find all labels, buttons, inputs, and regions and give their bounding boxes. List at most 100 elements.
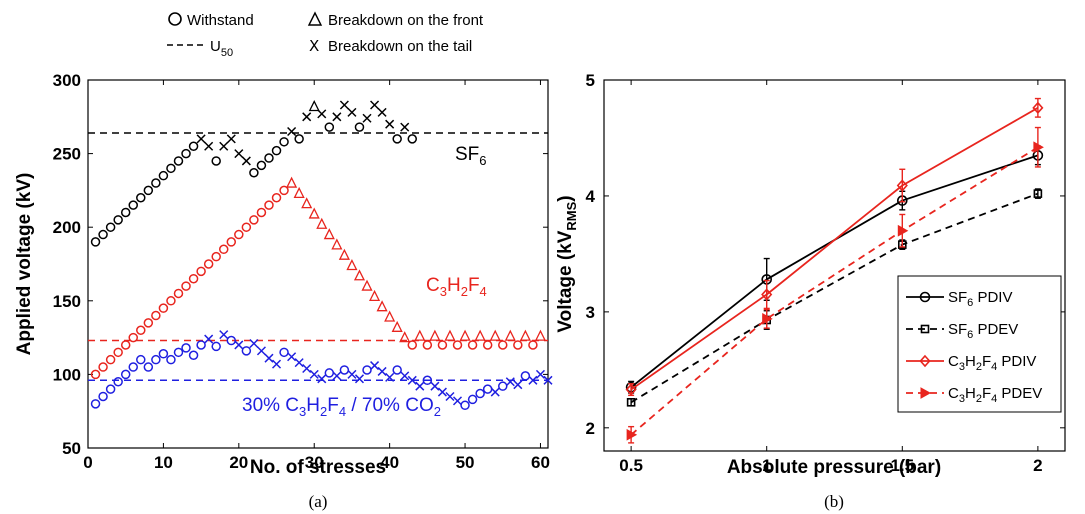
tail-breakdown-point [452,396,463,406]
withstand-point [482,384,493,394]
y-tick-label-a: 50 [62,439,81,458]
panel-a: Withstand Breakdown on the front U50 X B… [14,11,553,511]
x-tick-label-b: 0.5 [619,456,643,475]
withstand-point [128,362,138,372]
x-tick-label-a: 40 [380,453,399,472]
withstand-point [136,193,146,203]
front-breakdown-point [323,228,335,240]
withstand-point [392,134,402,144]
withstand-point [188,350,199,361]
tail-breakdown-point [317,109,327,119]
withstand-point [234,229,244,240]
tail-breakdown-point [271,359,282,369]
front-breakdown-point [338,248,350,260]
tail-breakdown-point [347,107,357,117]
withstand-point [294,134,304,144]
withstand-point [271,193,282,203]
tail-breakdown-point [370,361,380,371]
x-tick-label-a: 30 [305,453,324,472]
tail-breakdown-point [234,340,244,350]
withstand-point [98,391,108,402]
withstand-point [113,215,123,225]
tail-breakdown-point [377,107,387,117]
tail-breakdown-point [505,377,515,387]
tail-breakdown-point [370,100,380,110]
withstand-point [264,153,274,163]
withstand-point [407,134,418,144]
data-point [626,428,638,441]
withstand-point [105,384,116,394]
tail-breakdown-point [234,149,244,159]
legend-marker-2 [919,354,931,368]
panel-b: 0.5 1 1.5 2 2 3 4 5 Absolute pressure (bar) Vol… [555,71,1066,511]
y-tick-label-a: 150 [53,292,81,311]
withstand-point [136,354,146,365]
data-point [1033,141,1044,154]
data-point [626,398,636,407]
label-sf6: SF6 [455,144,487,168]
data-point [896,179,908,192]
front-breakdown-point [286,176,298,188]
withstand-point [520,371,531,381]
front-breakdown-point [376,300,388,312]
series-line-1 [630,192,1039,404]
axes-b: 0.5 1 1.5 2 2 3 4 5 [586,71,1065,475]
y-tick-label-a: 250 [53,145,81,164]
legend-b: SF6 PDIV SF6 PDEV C3H2F4 PDIV C3H2F4 PDEV [897,275,1062,413]
withstand-point [339,365,350,375]
tail-breakdown-point [332,112,342,122]
x-tick-label-b: 1 [762,456,771,475]
withstand-point [422,375,433,386]
tail-breakdown-point [513,380,523,390]
withstand-point [90,237,101,247]
front-breakdown-point [369,289,381,302]
tail-breakdown-point [347,369,357,379]
withstand-point [256,207,267,218]
withstand-point [475,388,485,399]
tail-breakdown-point [400,371,410,381]
caption-b: (b) [824,492,844,511]
withstand-point [151,354,161,365]
legend-a: Withstand Breakdown on the front U50 X B… [167,11,484,59]
plot-frame-b [603,79,1066,452]
front-breakdown-point [474,329,486,341]
front-breakdown-point [459,329,471,341]
withstand-point [196,340,206,350]
label-c3h2f4: C3H2F4 [426,275,487,299]
withstand-point [249,215,259,225]
tail-breakdown-point [309,369,319,379]
withstand-point [98,362,108,372]
tail-breakdown-point [354,374,365,384]
tail-breakdown-point [196,134,206,144]
withstand-point [279,137,289,147]
front-breakdown-point [534,329,547,341]
front-breakdown-point [391,320,403,332]
tail-breakdown-point [445,391,455,402]
y-tick-label-b: 4 [586,187,596,206]
withstand-point [181,281,191,291]
axes-a: 0 10 20 30 40 50 60 50 100 150 200 250 300 [53,71,550,472]
withstand-point [354,122,365,132]
x-tick-label-b: 2 [1033,456,1042,475]
withstand-point [452,340,463,350]
withstand-point [211,156,221,166]
tail-breakdown-point [294,358,304,368]
x-tick-label-a: 0 [83,453,92,472]
withstand-point [264,200,274,210]
withstand-point [218,244,229,255]
y-tick-label-b: 5 [586,71,595,90]
tail-breakdown-point [204,141,214,151]
tail-breakdown-point [332,371,342,381]
withstand-point [498,340,508,350]
withstand-point [120,369,131,380]
withstand-point [120,207,131,218]
withstand-point [392,365,402,375]
withstand-point [98,229,108,240]
withstand-point [241,222,252,232]
tail-breakdown-point [219,141,229,151]
withstand-point [203,259,214,269]
front-breakdown-point [346,259,358,271]
y-axis-label-a: Applied voltage (kV) [14,173,35,356]
tail-breakdown-point [219,330,229,340]
tail-breakdown-point [490,387,500,397]
